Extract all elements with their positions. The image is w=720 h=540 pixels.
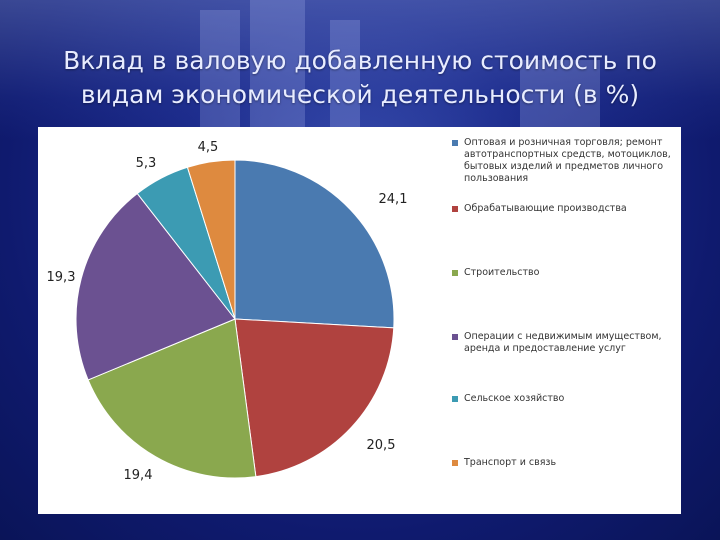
data-label: 4,5	[198, 140, 219, 155]
pie-slice	[87, 318, 257, 479]
background-building	[250, 0, 305, 130]
legend-swatch	[452, 460, 458, 466]
pie-slice	[75, 192, 236, 381]
background-building	[200, 10, 240, 130]
legend-label: Обрабатывающие производства	[464, 203, 627, 214]
pie-slice	[186, 159, 236, 320]
legend-swatch	[452, 396, 458, 402]
legend-swatch	[452, 334, 458, 340]
background-cityscape	[0, 0, 720, 140]
legend-label: Операции с недвижимым имуществом, аренда…	[464, 331, 662, 354]
legend-label: Строительство	[464, 267, 540, 278]
background-building	[520, 60, 600, 130]
legend-swatch	[452, 270, 458, 276]
legend-swatch	[452, 206, 458, 212]
data-label: 24,1	[379, 192, 408, 207]
data-label: 5,3	[136, 156, 157, 171]
chart-panel: 24,1 20,5 19,4 19,3 5,3 4,5 Оптовая и розничн…	[38, 127, 681, 514]
background-building	[330, 20, 360, 130]
pie-chart: 24,1 20,5 19,4 19,3 5,3 4,5	[47, 140, 408, 483]
data-label: 20,5	[367, 438, 396, 453]
slide-title: Вклад в валовую добавленную стоимость по…	[63, 46, 657, 109]
legend-label: Транспорт и связь	[464, 457, 557, 468]
legend-label: Оптовая и розничная торговля; ремонт авт…	[464, 137, 671, 184]
pie-slice	[234, 159, 395, 329]
data-label: 19,3	[47, 270, 76, 285]
legend-swatch	[452, 140, 458, 146]
data-label: 19,4	[124, 468, 153, 483]
legend-label: Сельское хозяйство	[464, 393, 565, 404]
pie-slice	[234, 318, 395, 478]
